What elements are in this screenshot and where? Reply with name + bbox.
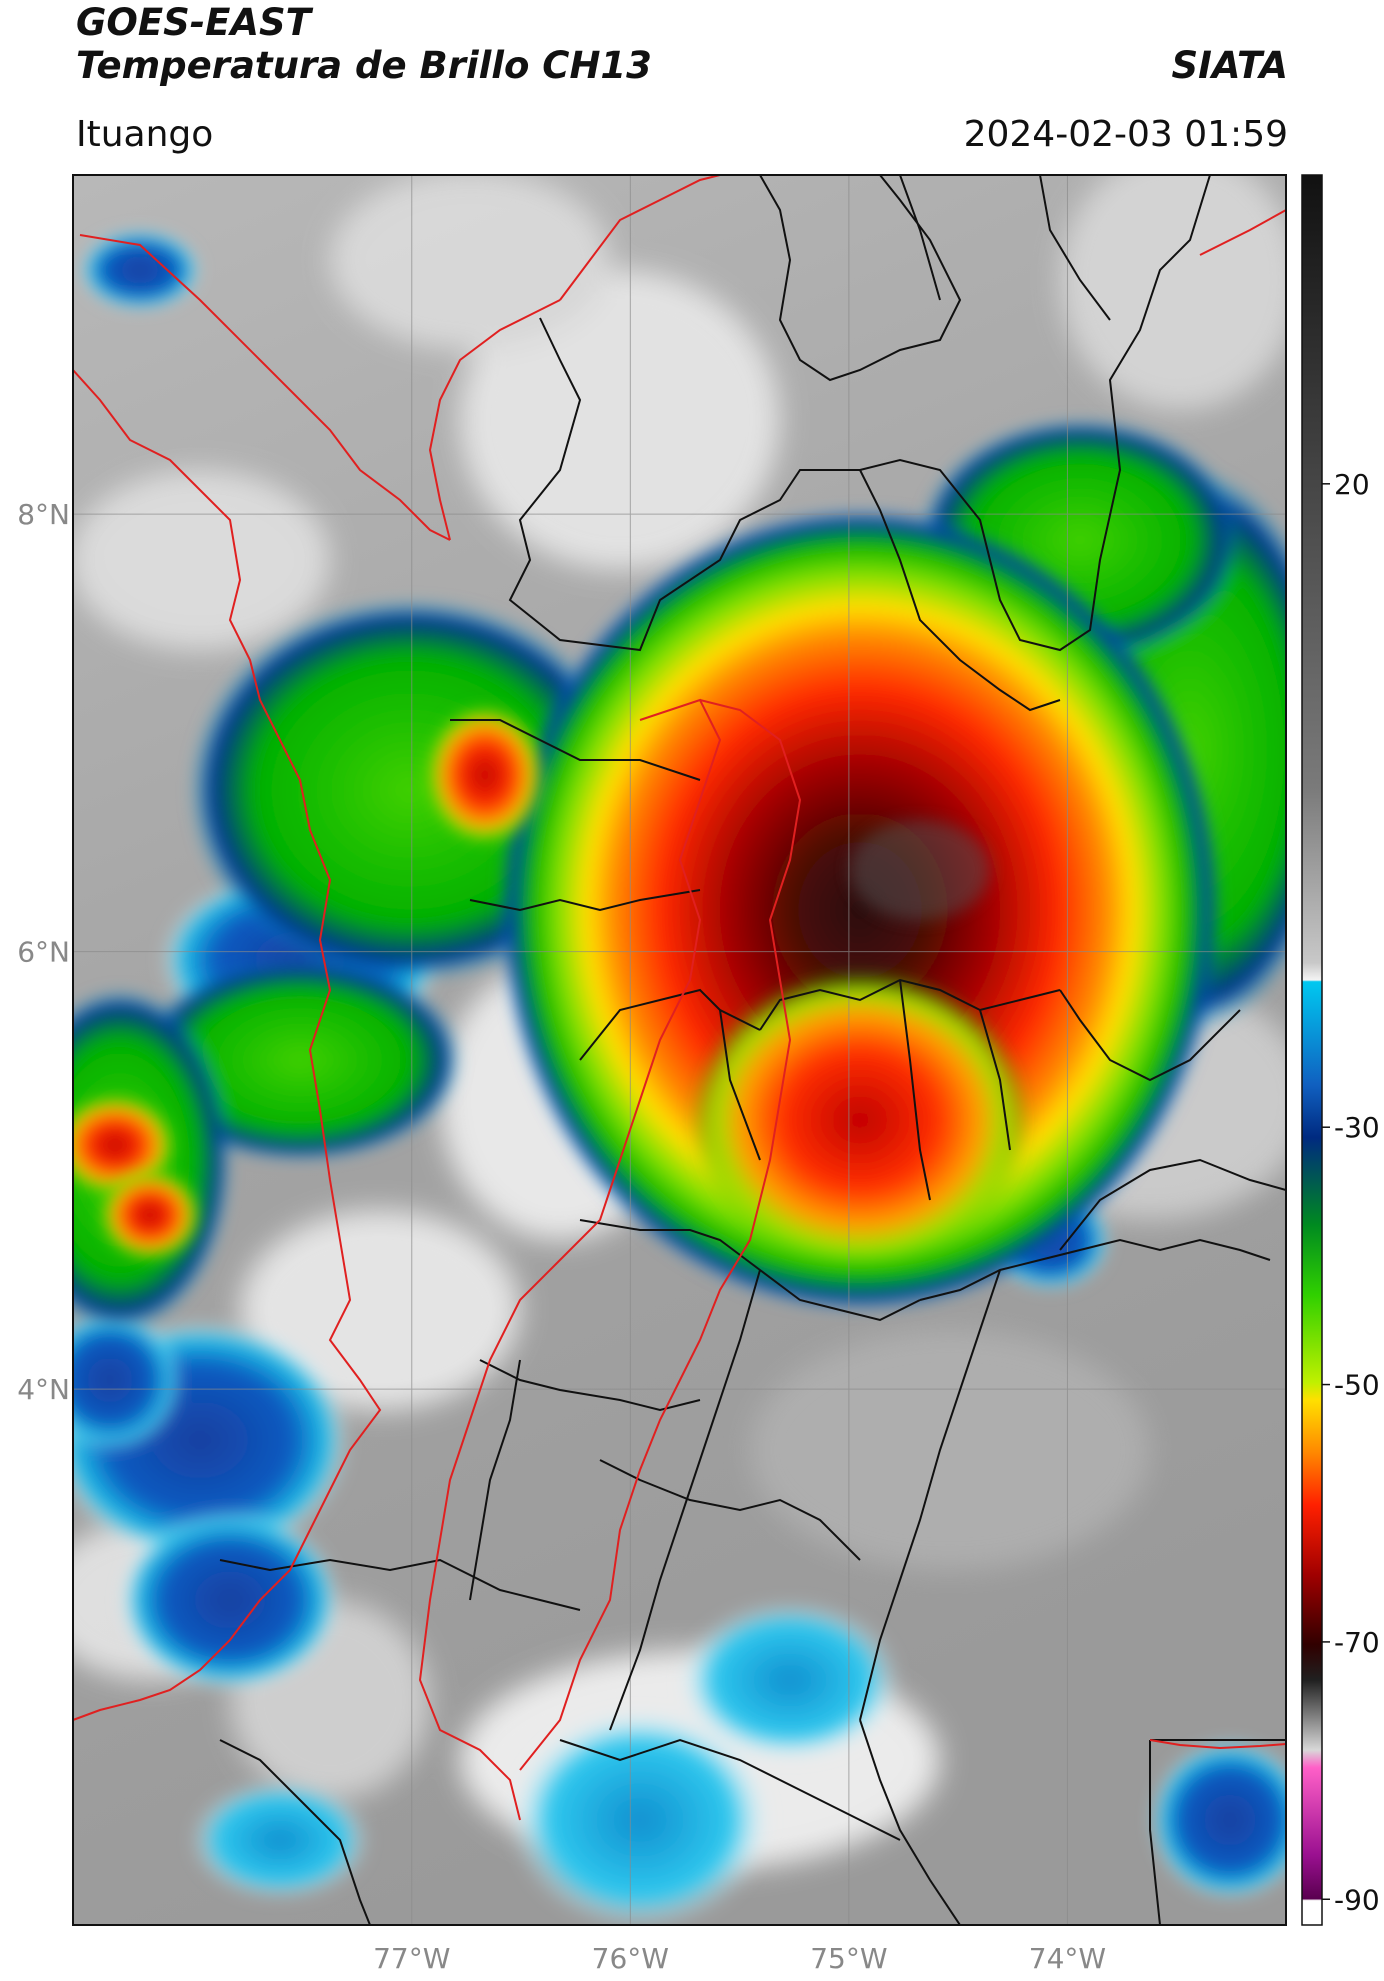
colorbar-tick-label: -70: [1334, 1626, 1380, 1659]
timestamp-label: 2024-02-03 01:59: [963, 114, 1288, 155]
lon-label-76: 76°W: [592, 1942, 669, 1975]
lat-label-6: 6°N: [17, 936, 70, 969]
satellite-imagery: [73, 175, 1286, 1925]
colorbar-tick-label: -50: [1334, 1369, 1380, 1402]
graticule: [73, 175, 1286, 1925]
lon-label-75: 75°W: [810, 1942, 887, 1975]
colorbar-scale: [1301, 174, 1323, 1926]
lon-tick-labels: 77°W 76°W 75°W 74°W: [373, 1942, 1106, 1975]
lon-label-77: 77°W: [373, 1942, 450, 1975]
colorbar-tick-label: 20: [1334, 468, 1370, 501]
title-line-2: Temperatura de Brillo CH13: [76, 44, 652, 87]
location-label: Ituango: [76, 114, 214, 155]
lon-label-74: 74°W: [1029, 1942, 1106, 1975]
department-borders: [219, 175, 1286, 1925]
colorbar-tick-label: -30: [1334, 1111, 1380, 1144]
map-frame: [72, 174, 1287, 1926]
colorbar-tick-label: -90: [1334, 1883, 1380, 1916]
lat-label-8: 8°N: [17, 498, 70, 531]
lat-label-4: 4°N: [17, 1373, 70, 1406]
colorbar: 20 -30 -50 -70 -90: [1301, 174, 1380, 1926]
title-line-1: GOES-EAST: [76, 1, 311, 44]
lat-tick-labels: 8°N 6°N 4°N: [17, 498, 70, 1406]
country-borders: [73, 175, 1286, 1821]
brand-label: SIATA: [1171, 44, 1288, 87]
